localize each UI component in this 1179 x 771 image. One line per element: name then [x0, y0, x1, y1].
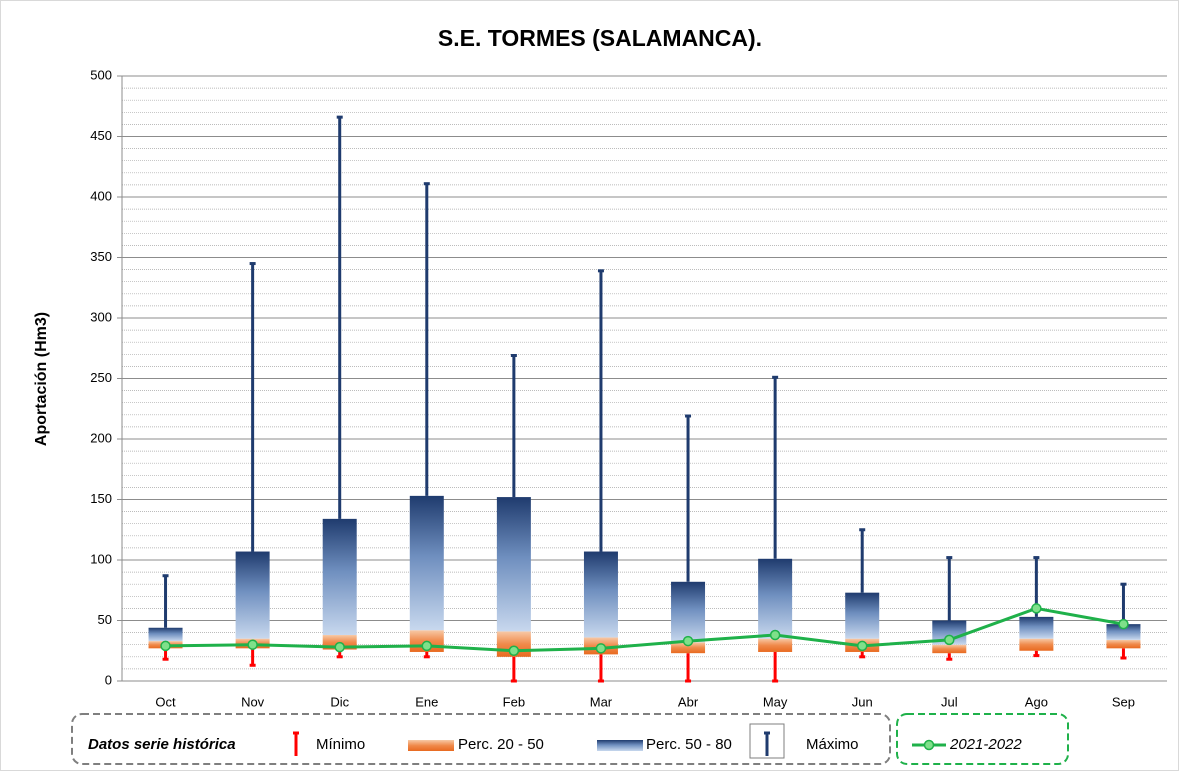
- legend-orange-icon: [408, 740, 454, 751]
- legend-label: Mínimo: [316, 736, 365, 753]
- y-tick-label: 300: [90, 309, 112, 324]
- line-2021-2022: [165, 606, 1124, 653]
- perc-20-50-box: [1019, 638, 1054, 651]
- point: [247, 639, 258, 650]
- legend-label: Máximo: [806, 736, 859, 753]
- legend-max-frame: [749, 723, 785, 759]
- y-tick-label: 150: [90, 491, 112, 506]
- perc-50-80-box: [758, 558, 793, 639]
- perc-50-80-box: [671, 581, 706, 643]
- legend-label: Perc. 50 - 80: [646, 736, 732, 753]
- point: [944, 634, 955, 646]
- y-tick-label: 350: [90, 249, 112, 264]
- point: [1031, 603, 1042, 614]
- y-tick-label: 450: [90, 128, 112, 143]
- perc-20-50-box: [932, 644, 967, 654]
- perc-50-80-box: [235, 551, 270, 639]
- perc-50-80-box: [1106, 624, 1141, 640]
- x-tick-label: Dic: [330, 694, 349, 709]
- y-tick-label: 100: [90, 551, 112, 566]
- point: [421, 640, 433, 652]
- x-tick-label: Mar: [590, 694, 613, 709]
- point: [334, 641, 345, 653]
- perc-20-50-box: [1106, 639, 1141, 649]
- x-tick-label: Oct: [155, 694, 176, 709]
- point: [595, 643, 607, 654]
- perc-50-80-box: [409, 495, 444, 631]
- point: [1118, 618, 1129, 630]
- y-tick-label: 250: [90, 370, 112, 385]
- point: [682, 635, 694, 647]
- x-tick-label: Ene: [415, 694, 438, 709]
- x-tick-label: Abr: [678, 694, 699, 709]
- perc-50-80-box: [1019, 616, 1054, 639]
- perc-20-50-box: [758, 638, 793, 652]
- x-tick-label: Ago: [1025, 694, 1048, 709]
- y-tick-label: 50: [98, 612, 112, 627]
- legend-line-icon: [923, 739, 935, 751]
- y-axis-label: Aportación (Hm3): [33, 312, 50, 446]
- y-tick-label: 0: [105, 672, 112, 687]
- x-tick-label: Sep: [1112, 694, 1135, 709]
- legend-box: [896, 713, 1069, 765]
- perc-50-80-box: [845, 592, 880, 639]
- y-tick-label: 400: [90, 188, 112, 203]
- perc-50-80-box: [322, 518, 357, 636]
- y-tick-label: 200: [90, 430, 112, 445]
- perc-50-80-box: [496, 497, 531, 632]
- point: [160, 640, 171, 652]
- x-tick-label: May: [763, 694, 788, 709]
- y-tick-label: 500: [90, 67, 112, 82]
- point: [856, 640, 868, 652]
- perc-50-80-box: [583, 551, 618, 638]
- legend-label: 2021-2022: [949, 736, 1022, 753]
- perc-20-50-box: [671, 642, 706, 654]
- x-tick-label: Jul: [941, 694, 958, 709]
- legend-box: [71, 713, 891, 765]
- legend-title: Datos serie histórica: [88, 736, 236, 753]
- legend-label: Perc. 20 - 50: [458, 736, 544, 753]
- legend-blue-icon: [597, 740, 643, 751]
- x-tick-label: Jun: [852, 694, 873, 709]
- point: [508, 645, 520, 656]
- x-tick-label: Feb: [503, 694, 525, 709]
- perc-50-80-box: [148, 627, 183, 642]
- x-tick-label: Nov: [241, 694, 265, 709]
- point: [769, 629, 781, 641]
- chart-title: S.E. TORMES (SALAMANCA).: [438, 25, 762, 51]
